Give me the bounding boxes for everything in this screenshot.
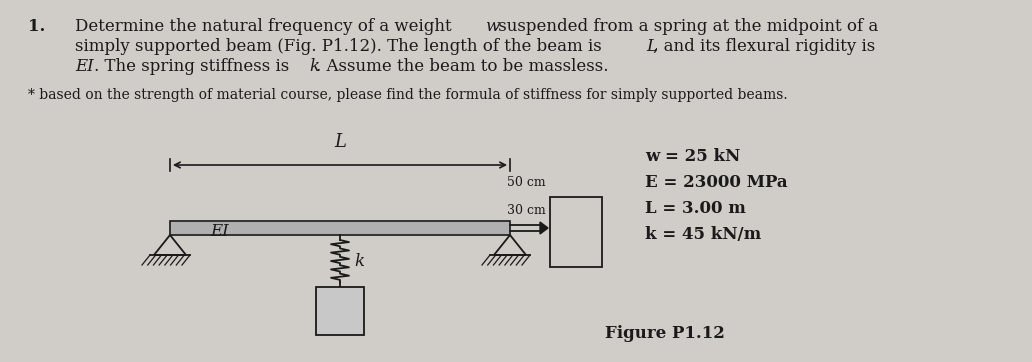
Text: , and its flexural rigidity is: , and its flexural rigidity is (653, 38, 875, 55)
Text: E = 23000 MPa: E = 23000 MPa (645, 174, 787, 191)
Text: Figure P1.12: Figure P1.12 (605, 325, 724, 342)
Text: 1.: 1. (28, 18, 45, 35)
Bar (170, 221, 510, 235)
Text: L: L (646, 38, 657, 55)
Text: k = 45 kN/m: k = 45 kN/m (645, 226, 762, 243)
Text: w = 25 kN: w = 25 kN (645, 148, 740, 165)
Text: Determine the natural frequency of a weight: Determine the natural frequency of a wei… (75, 18, 457, 35)
Text: k: k (354, 253, 364, 269)
Bar (316, 287, 364, 335)
Bar (550, 197, 602, 266)
Text: L: L (334, 133, 346, 151)
Text: w: w (485, 18, 499, 35)
Text: 30 cm: 30 cm (508, 204, 546, 217)
Text: * based on the strength of material course, please find the formula of stiffness: * based on the strength of material cour… (28, 88, 787, 102)
Text: EI: EI (75, 58, 94, 75)
Text: . Assume the beam to be massless.: . Assume the beam to be massless. (316, 58, 609, 75)
Text: suspended from a spring at the midpoint of a: suspended from a spring at the midpoint … (493, 18, 878, 35)
Text: 50 cm: 50 cm (508, 176, 546, 189)
Text: EI: EI (209, 223, 229, 240)
Text: simply supported beam (Fig. P1.12). The length of the beam is: simply supported beam (Fig. P1.12). The … (75, 38, 607, 55)
Text: L = 3.00 m: L = 3.00 m (645, 200, 746, 217)
Polygon shape (540, 222, 548, 234)
Text: W: W (344, 304, 359, 318)
Text: k: k (309, 58, 319, 75)
Text: . The spring stiffness is: . The spring stiffness is (94, 58, 294, 75)
